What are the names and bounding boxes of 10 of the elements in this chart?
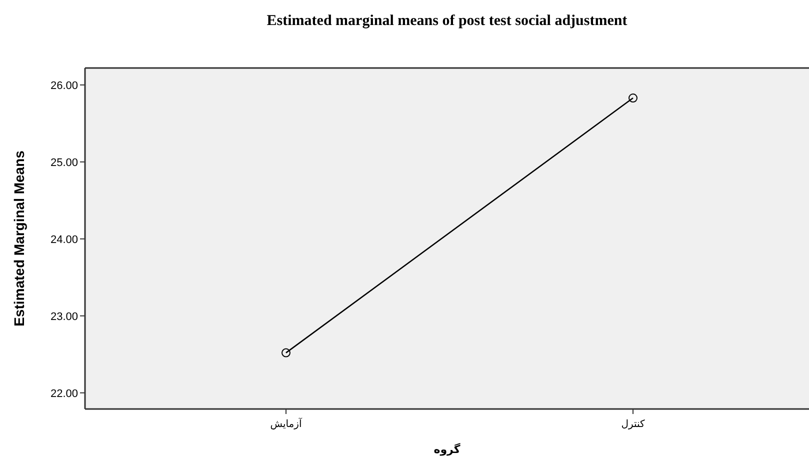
y-tick-label: 23.00 (50, 310, 78, 323)
y-tick-label: 25.00 (50, 156, 78, 169)
y-tick-label: 22.00 (50, 388, 78, 400)
y-tick-label: 26.00 (50, 80, 78, 92)
x-tick-label: آزمایش (270, 417, 303, 430)
chart-title: Estimated marginal means of post test social adjustment (266, 13, 628, 29)
y-axis-title: Estimated Marginal Means (11, 150, 27, 326)
x-tick-label: کنترل (621, 419, 646, 430)
y-tick-label: 24.00 (50, 234, 78, 246)
x-axis-title: گروه (434, 443, 461, 456)
